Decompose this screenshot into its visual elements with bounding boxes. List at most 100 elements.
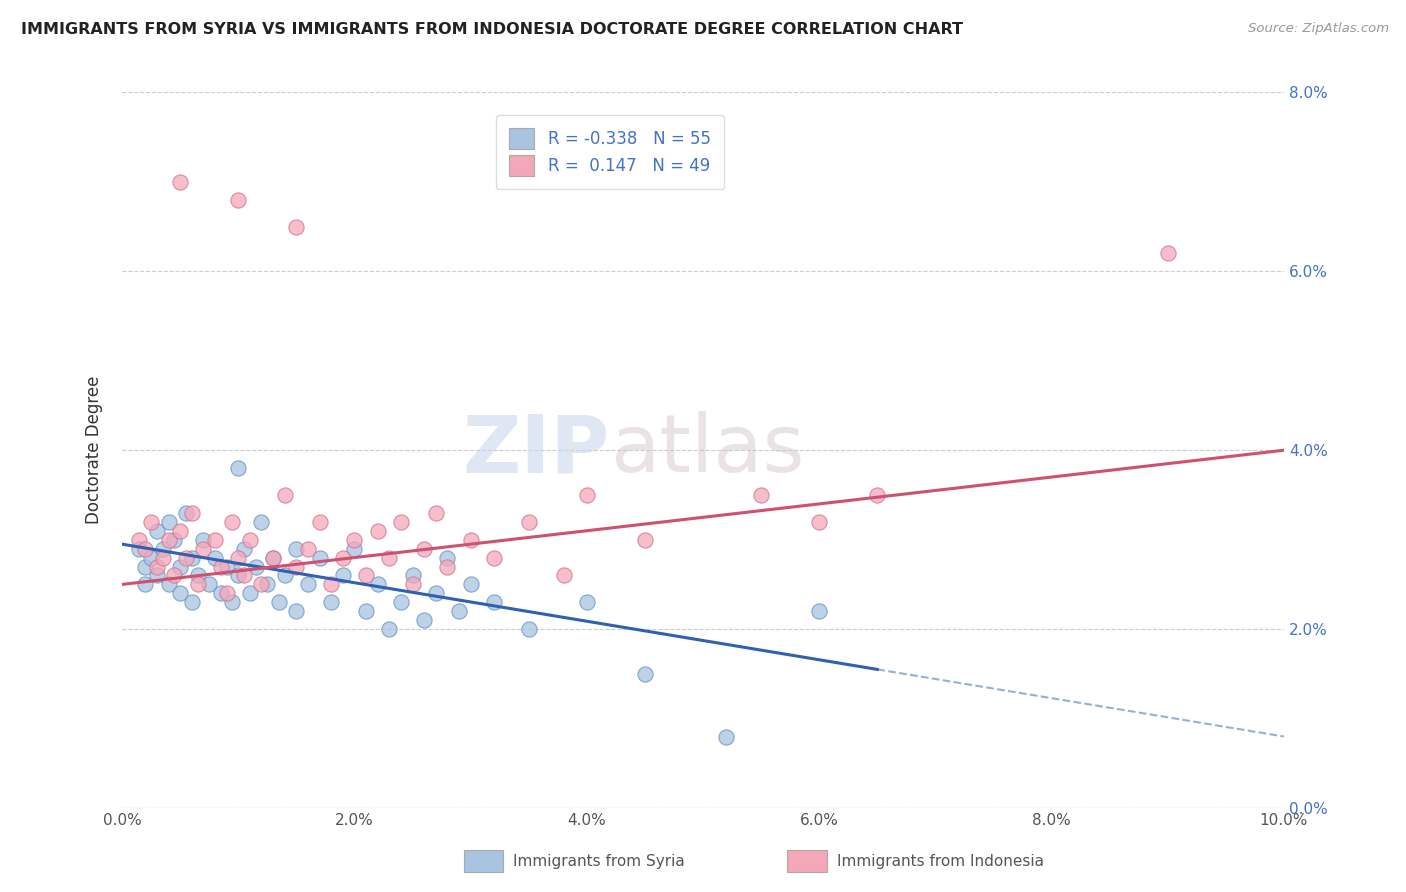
Point xyxy=(233,568,256,582)
Point xyxy=(413,613,436,627)
Text: ZIP: ZIP xyxy=(463,411,610,489)
Point xyxy=(553,568,575,582)
Point xyxy=(401,577,423,591)
Point xyxy=(274,568,297,582)
Point xyxy=(354,604,377,618)
Point xyxy=(193,541,215,556)
Point xyxy=(285,559,308,574)
Point xyxy=(321,577,343,591)
Point xyxy=(134,577,156,591)
Point xyxy=(169,559,191,574)
Point xyxy=(139,550,162,565)
Text: Source: ZipAtlas.com: Source: ZipAtlas.com xyxy=(1249,22,1389,36)
Point xyxy=(343,533,366,547)
Text: atlas: atlas xyxy=(610,411,804,489)
Point xyxy=(343,541,366,556)
Point xyxy=(226,568,249,582)
Point xyxy=(274,488,297,502)
Point xyxy=(367,524,389,538)
Point xyxy=(332,568,354,582)
Point xyxy=(226,550,249,565)
Point xyxy=(262,550,284,565)
Point xyxy=(146,568,169,582)
Point xyxy=(262,550,284,565)
Point xyxy=(198,577,221,591)
Point xyxy=(239,533,262,547)
Point xyxy=(267,595,290,609)
Point xyxy=(389,595,412,609)
Point xyxy=(187,577,209,591)
Point xyxy=(517,515,540,529)
Point xyxy=(239,586,262,600)
Point xyxy=(308,515,330,529)
Point xyxy=(226,461,249,475)
Point xyxy=(447,604,470,618)
Point xyxy=(180,550,202,565)
Point xyxy=(436,559,458,574)
Point xyxy=(152,550,174,565)
Point xyxy=(174,506,197,520)
Point xyxy=(716,730,738,744)
Point xyxy=(146,559,169,574)
Point xyxy=(308,550,330,565)
Point xyxy=(163,568,186,582)
Point xyxy=(808,604,831,618)
Point xyxy=(134,541,156,556)
Point xyxy=(187,568,209,582)
Point xyxy=(152,541,174,556)
Point xyxy=(157,533,180,547)
Point xyxy=(367,577,389,591)
Text: IMMIGRANTS FROM SYRIA VS IMMIGRANTS FROM INDONESIA DOCTORATE DEGREE CORRELATION : IMMIGRANTS FROM SYRIA VS IMMIGRANTS FROM… xyxy=(21,22,963,37)
Point xyxy=(209,559,232,574)
Point xyxy=(332,550,354,565)
Point xyxy=(413,541,436,556)
Point xyxy=(157,577,180,591)
Point xyxy=(460,577,482,591)
Point xyxy=(169,586,191,600)
Point xyxy=(389,515,412,529)
Point xyxy=(134,559,156,574)
Point xyxy=(221,595,243,609)
Point xyxy=(128,541,150,556)
Point xyxy=(250,515,273,529)
Point xyxy=(245,559,267,574)
Point xyxy=(285,604,308,618)
Point xyxy=(321,595,343,609)
Point xyxy=(193,533,215,547)
Point xyxy=(233,541,256,556)
Point xyxy=(482,550,505,565)
Point xyxy=(378,622,401,636)
Point xyxy=(221,515,243,529)
Point xyxy=(169,175,191,189)
Point xyxy=(575,595,598,609)
Point xyxy=(250,577,273,591)
Point xyxy=(285,541,308,556)
Point xyxy=(425,506,447,520)
Point xyxy=(436,550,458,565)
Point xyxy=(256,577,278,591)
Point xyxy=(575,488,598,502)
Point xyxy=(425,586,447,600)
Point xyxy=(401,568,423,582)
Point xyxy=(180,595,202,609)
Y-axis label: Doctorate Degree: Doctorate Degree xyxy=(86,376,103,524)
Point xyxy=(297,541,319,556)
Point xyxy=(157,515,180,529)
Point xyxy=(297,577,319,591)
Text: Immigrants from Indonesia: Immigrants from Indonesia xyxy=(837,855,1043,869)
Point xyxy=(204,550,226,565)
Point xyxy=(634,533,657,547)
Point xyxy=(226,193,249,207)
Point xyxy=(634,666,657,681)
Point xyxy=(215,586,238,600)
Point xyxy=(139,515,162,529)
Point xyxy=(163,533,186,547)
Point xyxy=(808,515,831,529)
Point xyxy=(174,550,197,565)
Point xyxy=(517,622,540,636)
Point xyxy=(354,568,377,582)
Point xyxy=(866,488,889,502)
Point xyxy=(215,559,238,574)
Text: Immigrants from Syria: Immigrants from Syria xyxy=(513,855,685,869)
Point xyxy=(749,488,772,502)
